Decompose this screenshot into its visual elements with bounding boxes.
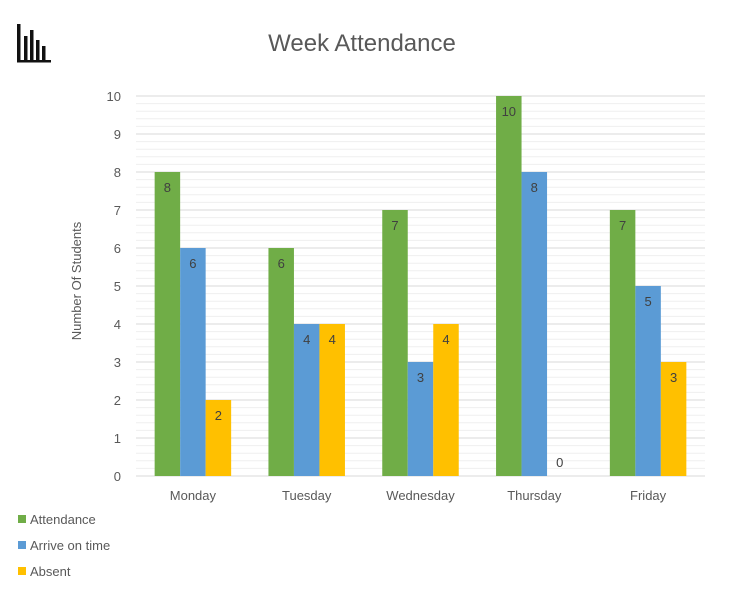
legend-label: Absent — [30, 564, 71, 579]
bar — [180, 248, 206, 476]
y-tick-label: 5 — [114, 279, 121, 294]
bar — [660, 362, 687, 476]
y-tick-label: 0 — [114, 469, 121, 484]
bar — [268, 248, 294, 476]
data-label: 4 — [442, 332, 449, 347]
data-label: 2 — [215, 408, 222, 423]
x-tick-label: Wednesday — [386, 488, 455, 503]
bar — [293, 324, 320, 476]
legend-swatch — [18, 515, 26, 523]
y-tick-label: 1 — [114, 431, 121, 446]
legend-swatch — [18, 567, 26, 575]
bar — [407, 362, 434, 476]
y-tick-label: 3 — [114, 355, 121, 370]
bar — [154, 172, 181, 476]
y-tick-label: 6 — [114, 241, 121, 256]
x-tick-label: Thursday — [507, 488, 562, 503]
y-tick-label: 7 — [114, 203, 121, 218]
bar — [609, 210, 636, 476]
data-label: 7 — [619, 218, 626, 233]
bar — [319, 324, 345, 476]
legend-swatch — [18, 541, 26, 549]
data-label: 3 — [417, 370, 424, 385]
data-label: 6 — [189, 256, 196, 271]
data-label: 0 — [556, 455, 563, 470]
x-tick-label: Friday — [630, 488, 667, 503]
bar — [635, 286, 661, 476]
bar — [521, 172, 548, 476]
y-tick-label: 2 — [114, 393, 121, 408]
y-tick-label: 9 — [114, 127, 121, 142]
data-label: 4 — [303, 332, 310, 347]
chart-title: Week Attendance — [268, 30, 456, 57]
data-label: 7 — [391, 218, 398, 233]
data-label: 8 — [531, 180, 538, 195]
x-tick-label: Tuesday — [282, 488, 332, 503]
y-tick-label: 4 — [114, 317, 121, 332]
y-axis-label: Number Of Students — [69, 221, 84, 340]
bar-chart-icon — [16, 22, 52, 64]
y-tick-label: 10 — [107, 89, 121, 104]
data-label: 3 — [670, 370, 677, 385]
bar — [205, 400, 232, 476]
bar — [382, 210, 408, 476]
legend-label: Attendance — [30, 512, 96, 527]
data-label: 10 — [502, 104, 516, 119]
legend-label: Arrive on time — [30, 538, 110, 553]
y-tick-label: 8 — [114, 165, 121, 180]
x-tick-label: Monday — [170, 488, 217, 503]
data-label: 6 — [278, 256, 285, 271]
data-label: 4 — [329, 332, 336, 347]
bar — [433, 324, 459, 476]
bar — [496, 96, 522, 476]
data-label: 5 — [644, 294, 651, 309]
data-label: 8 — [164, 180, 171, 195]
